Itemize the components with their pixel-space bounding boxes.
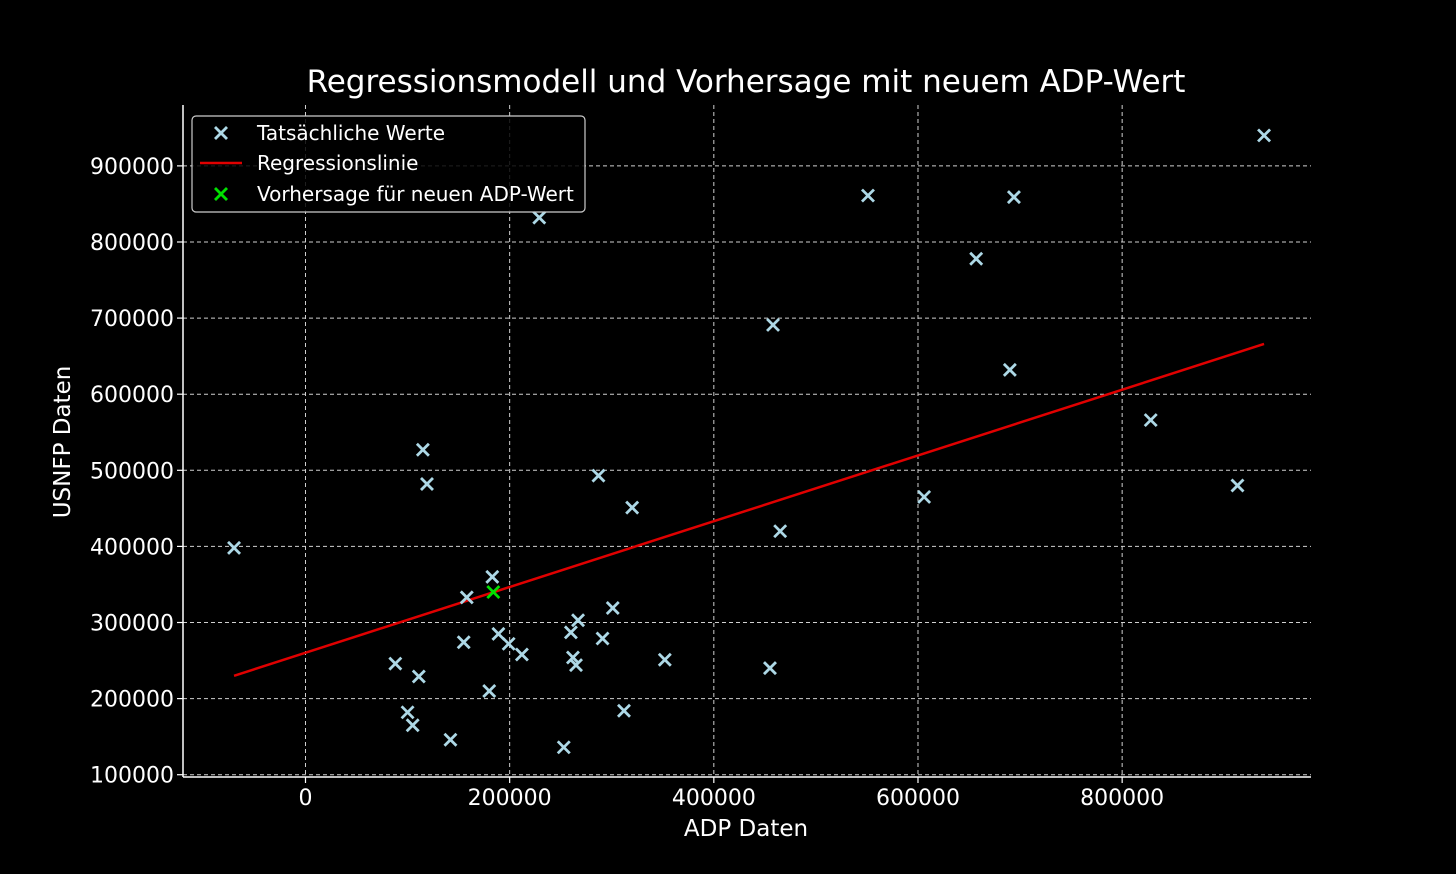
- data-point: [459, 590, 474, 605]
- y-tick-label: 400000: [90, 535, 174, 560]
- x-tick-label: 600000: [876, 786, 960, 811]
- legend-items: Tatsächliche Werte Regressionslinie Vorher…: [200, 121, 574, 206]
- data-point: [1006, 190, 1021, 205]
- legend-item-regression: Regressionslinie: [200, 151, 418, 175]
- y-tick-label: 600000: [90, 383, 174, 408]
- y-axis-ticks: 100000 200000 300000 400000 500000 600000 7000…: [90, 155, 183, 789]
- data-point: [456, 635, 471, 650]
- data-point: [491, 626, 506, 641]
- legend-item-prediction: Vorhersage für neuen ADP-Wert: [214, 182, 574, 206]
- axes: [182, 105, 1311, 778]
- actual-values-series: [227, 128, 1272, 755]
- legend-label: Tatsächliche Werte: [256, 121, 445, 145]
- data-point: [969, 251, 984, 266]
- regression-line: [233, 342, 1265, 677]
- data-point: [1002, 362, 1017, 377]
- y-axis-label: USNFP Daten: [50, 366, 76, 519]
- y-tick-label: 700000: [90, 307, 174, 332]
- data-point: [400, 705, 415, 720]
- data-point: [766, 317, 781, 332]
- chart-title: Regressionsmodell und Vorhersage mit neu…: [307, 64, 1186, 100]
- data-point: [419, 477, 434, 491]
- data-point: [1143, 413, 1158, 428]
- data-point: [482, 684, 497, 698]
- data-point: [625, 500, 640, 515]
- data-point: [443, 732, 458, 747]
- data-point: [514, 647, 529, 662]
- data-point: [657, 652, 672, 667]
- data-point: [917, 489, 932, 504]
- data-point: [1230, 478, 1245, 493]
- y-tick-label: 300000: [90, 612, 174, 637]
- y-tick-label: 800000: [90, 231, 174, 256]
- legend-label: Regressionslinie: [257, 151, 418, 175]
- data-point: [411, 669, 426, 684]
- y-tick-label: 900000: [90, 155, 174, 180]
- legend-item-actual: Tatsächliche Werte: [214, 121, 445, 145]
- x-tick-label: 0: [298, 786, 312, 811]
- data-point: [617, 703, 631, 718]
- legend: Tatsächliche Werte Regressionslinie Vorher…: [191, 115, 586, 213]
- x-tick-label: 800000: [1080, 786, 1164, 811]
- data-point: [556, 740, 571, 755]
- data-point: [501, 636, 516, 651]
- data-point: [1257, 128, 1272, 143]
- data-point: [773, 524, 788, 539]
- data-point: [563, 625, 578, 640]
- data-point: [485, 569, 500, 584]
- regression-series: [233, 342, 1265, 677]
- y-tick-label: 500000: [90, 459, 174, 484]
- data-point: [227, 540, 242, 555]
- data-point: [571, 613, 586, 628]
- data-point: [591, 468, 606, 483]
- prediction-series: [486, 585, 501, 600]
- data-point: [565, 650, 580, 665]
- x-tick-label: 400000: [672, 786, 756, 811]
- legend-marker-icon: [214, 187, 228, 201]
- x-axis-label: ADP Daten: [684, 816, 808, 842]
- data-point: [388, 656, 403, 671]
- data-point: [415, 442, 430, 457]
- data-point: [762, 661, 777, 676]
- x-tick-label: 200000: [468, 786, 552, 811]
- y-tick-label: 100000: [90, 764, 174, 789]
- x-axis-ticks: 0 200000 400000 600000 800000: [298, 777, 1164, 811]
- legend-label: Vorhersage für neuen ADP-Wert: [257, 182, 574, 206]
- data-point: [569, 658, 584, 673]
- data-point: [605, 601, 620, 616]
- grid: [183, 105, 1311, 777]
- legend-marker-icon: [214, 126, 228, 140]
- data-point: [532, 210, 547, 225]
- data-point: [595, 631, 610, 646]
- prediction-point: [486, 585, 501, 600]
- data-point: [860, 188, 875, 203]
- data-point: [405, 718, 420, 733]
- legend-box: [191, 115, 586, 213]
- y-tick-label: 200000: [90, 688, 174, 713]
